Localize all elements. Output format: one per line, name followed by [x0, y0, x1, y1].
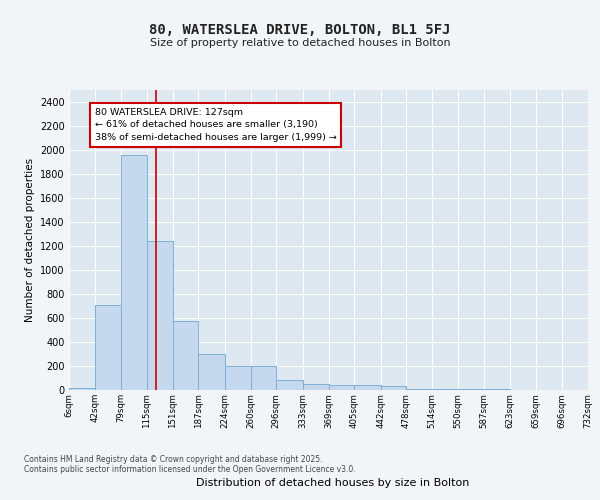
Bar [251, 366, 277, 390]
Y-axis label: Number of detached properties: Number of detached properties [25, 158, 35, 322]
Bar [406, 389, 432, 390]
Bar [147, 241, 173, 390]
Bar [225, 366, 251, 390]
Bar [432, 389, 458, 390]
Bar [277, 380, 303, 390]
Bar [329, 386, 354, 390]
Bar [354, 386, 380, 390]
Bar [199, 354, 225, 390]
Text: 80, WATERSLEA DRIVE, BOLTON, BL1 5FJ: 80, WATERSLEA DRIVE, BOLTON, BL1 5FJ [149, 22, 451, 36]
Bar [329, 386, 354, 390]
Text: Distribution of detached houses by size in Bolton: Distribution of detached houses by size … [196, 478, 470, 488]
Text: Contains HM Land Registry data © Crown copyright and database right 2025.: Contains HM Land Registry data © Crown c… [24, 456, 323, 464]
Bar [95, 305, 121, 390]
Bar [303, 384, 329, 390]
Bar [199, 354, 225, 390]
Bar [251, 366, 277, 390]
Bar [380, 386, 406, 390]
Bar [147, 241, 173, 390]
Text: Contains public sector information licensed under the Open Government Licence v3: Contains public sector information licen… [24, 466, 356, 474]
Bar [121, 155, 147, 390]
Bar [225, 366, 251, 390]
Bar [406, 389, 432, 390]
Bar [121, 155, 147, 390]
Bar [69, 388, 95, 390]
Bar [354, 386, 380, 390]
Bar [95, 305, 121, 390]
Bar [173, 321, 199, 390]
Text: 80 WATERSLEA DRIVE: 127sqm
← 61% of detached houses are smaller (3,190)
38% of s: 80 WATERSLEA DRIVE: 127sqm ← 61% of deta… [95, 108, 337, 142]
Bar [173, 321, 199, 390]
Bar [69, 388, 95, 390]
Text: Size of property relative to detached houses in Bolton: Size of property relative to detached ho… [149, 38, 451, 48]
Bar [380, 386, 406, 390]
Bar [277, 380, 303, 390]
Bar [303, 384, 329, 390]
Bar [432, 389, 458, 390]
